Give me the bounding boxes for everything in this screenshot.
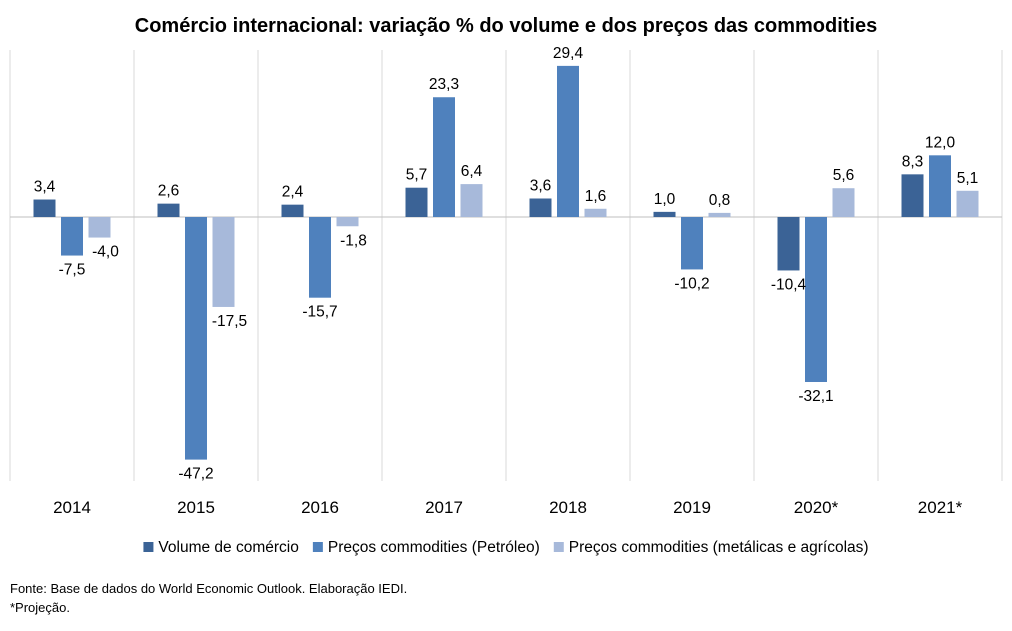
data-label: -17,5 — [212, 313, 247, 330]
data-label: -1,8 — [340, 232, 367, 249]
legend-label: Volume de comércio — [158, 539, 298, 556]
legend-swatch — [143, 542, 154, 552]
data-label: 5,6 — [833, 167, 855, 184]
data-label: 23,3 — [429, 76, 459, 93]
category-label: 2014 — [53, 498, 91, 517]
projection-note: *Projeção. — [10, 600, 70, 615]
category-label: 2019 — [673, 498, 711, 517]
data-label: -15,7 — [302, 304, 337, 321]
bar — [460, 184, 483, 217]
bar — [681, 217, 703, 270]
bar — [309, 217, 331, 298]
data-label: 5,1 — [957, 170, 979, 187]
category-label: 2015 — [177, 498, 215, 517]
bar — [929, 155, 951, 217]
category-labels-group: 2014 2015 2016 2017 2018 2019 2020* 2021* — [53, 498, 963, 517]
bar — [557, 65, 579, 217]
data-label: 29,4 — [553, 45, 584, 62]
data-labels-group: 3,4 -7,5 -4,0 2,6 -47,2 -17,5 2,4 -15,7 -1,8 5,7 2… — [34, 45, 979, 483]
data-label: 2,6 — [158, 183, 180, 200]
data-label: 1,6 — [585, 188, 607, 205]
bar — [61, 217, 83, 256]
bar — [185, 217, 207, 460]
category-separators — [9, 50, 1003, 481]
data-label: 1,0 — [654, 191, 676, 208]
data-label: 2,4 — [282, 184, 304, 201]
legend-label: Preços commodities (Petróleo) — [328, 539, 540, 556]
bar — [777, 217, 800, 271]
bars-group — [33, 65, 979, 460]
data-label: 3,4 — [34, 179, 56, 196]
bar — [212, 217, 235, 307]
bar — [88, 217, 111, 238]
bar — [529, 198, 552, 217]
bar — [708, 212, 731, 217]
data-label: 5,7 — [406, 167, 428, 184]
legend-swatch — [553, 542, 564, 552]
data-label: 8,3 — [902, 153, 924, 170]
legend-swatch — [312, 542, 323, 552]
category-label: 2016 — [301, 498, 339, 517]
category-label: 2018 — [549, 498, 587, 517]
bar — [157, 203, 180, 217]
chart-title: Comércio internacional: variação % do vo… — [135, 15, 877, 37]
category-label: 2020* — [794, 498, 839, 517]
data-label: -10,2 — [674, 275, 709, 292]
data-label: -4,0 — [92, 244, 119, 261]
bar — [805, 217, 827, 382]
category-label: 2017 — [425, 498, 463, 517]
bar — [956, 190, 979, 217]
legend: Volume de comércio Preços commodities (Pe… — [143, 539, 869, 556]
bar — [832, 188, 855, 217]
data-label: 12,0 — [925, 134, 956, 151]
bar — [336, 217, 359, 227]
category-label: 2021* — [918, 498, 963, 517]
data-label: -10,4 — [771, 276, 807, 293]
bar — [33, 199, 56, 217]
data-label: -47,2 — [178, 466, 213, 483]
data-label: 0,8 — [709, 192, 731, 209]
bar — [281, 204, 304, 217]
bar — [653, 211, 676, 217]
data-label: 6,4 — [461, 163, 483, 180]
data-label: -7,5 — [59, 262, 86, 279]
bar — [584, 208, 607, 217]
data-label: 3,6 — [530, 177, 552, 194]
source-note: Fonte: Base de dados do World Economic O… — [10, 581, 408, 596]
legend-label: Preços commodities (metálicas e agrícola… — [569, 539, 869, 556]
bar — [405, 187, 428, 217]
bar — [901, 174, 924, 217]
data-label: -32,1 — [798, 388, 833, 405]
bar — [433, 97, 455, 217]
